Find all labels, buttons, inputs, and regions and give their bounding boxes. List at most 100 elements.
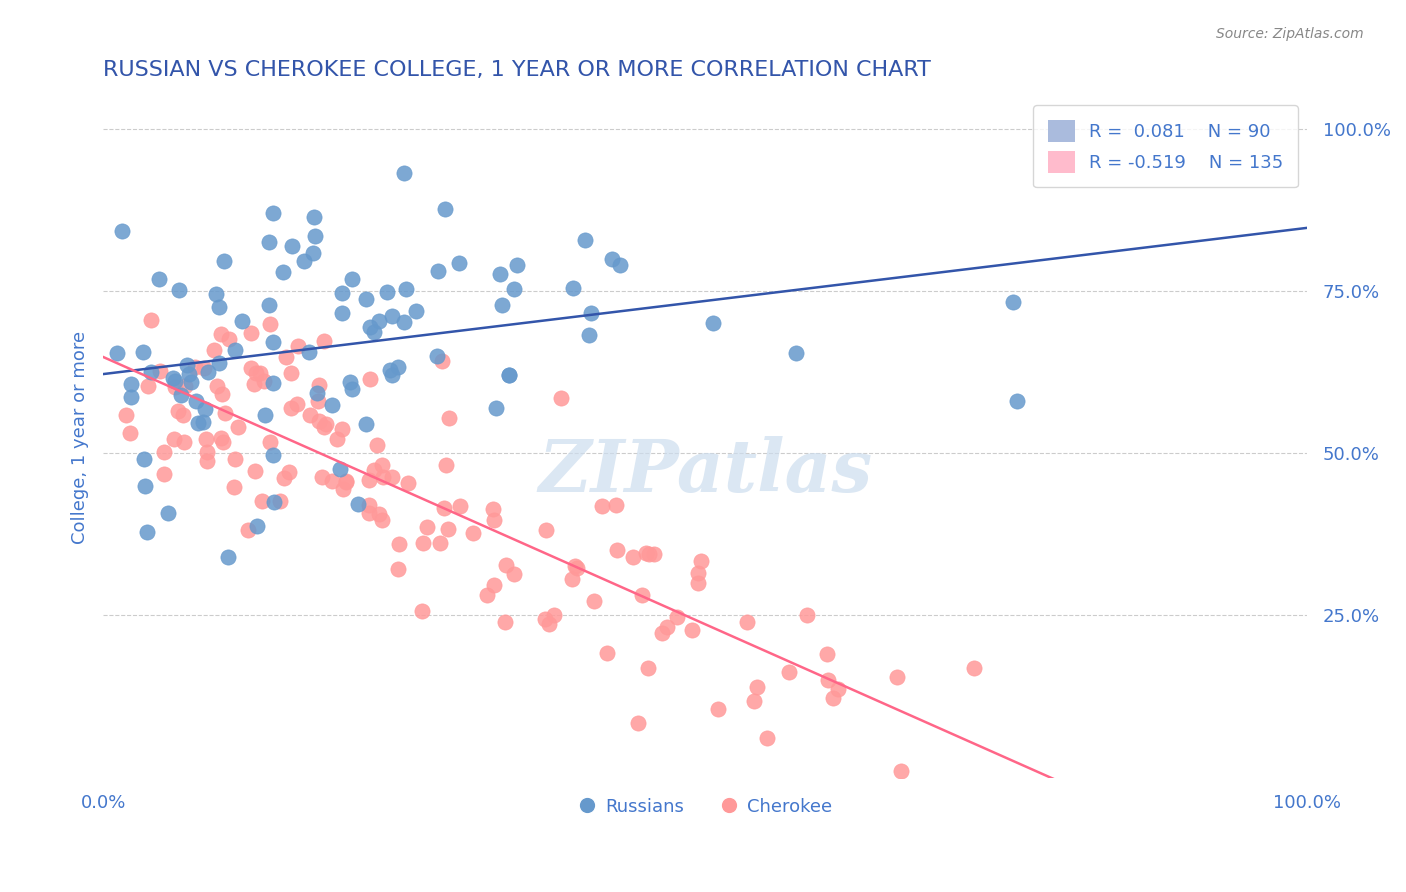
Point — [707, 702, 730, 716]
Point — [637, 660, 659, 674]
Point — [340, 271, 363, 285]
Point — [162, 371, 184, 385]
Point — [212, 435, 235, 450]
Point — [177, 367, 200, 381]
Point — [686, 575, 709, 590]
Point — [311, 470, 333, 484]
Point — [785, 345, 807, 359]
Point — [240, 326, 263, 341]
Point — [439, 411, 461, 425]
Point — [357, 506, 380, 520]
Point — [405, 304, 427, 318]
Point — [224, 480, 246, 494]
Point — [214, 406, 236, 420]
Point — [167, 284, 190, 298]
Point — [582, 594, 605, 608]
Point — [735, 615, 758, 629]
Point — [655, 620, 678, 634]
Point — [502, 282, 524, 296]
Point — [564, 558, 586, 573]
Point — [246, 519, 269, 533]
Legend: Russians, Cherokee: Russians, Cherokee — [571, 790, 839, 823]
Point — [305, 386, 328, 401]
Point — [224, 452, 246, 467]
Point — [1002, 294, 1025, 309]
Point — [243, 376, 266, 391]
Point — [105, 346, 128, 360]
Point — [595, 646, 617, 660]
Point — [433, 501, 456, 516]
Point — [416, 520, 439, 534]
Point — [217, 550, 239, 565]
Point — [392, 166, 415, 180]
Point — [449, 499, 471, 513]
Point — [606, 543, 628, 558]
Point — [195, 454, 218, 468]
Point — [567, 560, 589, 574]
Point — [187, 417, 209, 431]
Point — [207, 300, 229, 314]
Point — [298, 345, 321, 359]
Point — [134, 479, 156, 493]
Point — [359, 372, 381, 386]
Point — [342, 382, 364, 396]
Point — [963, 661, 986, 675]
Point — [205, 379, 228, 393]
Point — [686, 566, 709, 581]
Point — [363, 325, 385, 339]
Point — [321, 475, 343, 489]
Point — [335, 475, 357, 489]
Point — [312, 334, 335, 348]
Point — [463, 526, 485, 541]
Point — [330, 422, 353, 436]
Point — [259, 435, 281, 450]
Point — [387, 359, 409, 374]
Point — [498, 368, 520, 383]
Point — [315, 417, 337, 432]
Point — [495, 558, 517, 572]
Point — [186, 393, 208, 408]
Point — [212, 254, 235, 268]
Point — [228, 420, 250, 434]
Point — [263, 376, 285, 391]
Point — [197, 444, 219, 458]
Point — [208, 356, 231, 370]
Point — [193, 361, 215, 376]
Point — [591, 499, 613, 513]
Point — [141, 365, 163, 379]
Point — [533, 612, 555, 626]
Point — [1005, 394, 1028, 409]
Point — [373, 470, 395, 484]
Point — [173, 378, 195, 392]
Point — [292, 253, 315, 268]
Point — [381, 309, 404, 323]
Text: RUSSIAN VS CHEROKEE COLLEGE, 1 YEAR OR MORE CORRELATION CHART: RUSSIAN VS CHEROKEE COLLEGE, 1 YEAR OR M… — [103, 60, 931, 79]
Point — [330, 305, 353, 319]
Point — [449, 255, 471, 269]
Point — [411, 604, 433, 618]
Point — [249, 366, 271, 380]
Point — [886, 670, 908, 684]
Point — [115, 408, 138, 422]
Point — [253, 408, 276, 422]
Point — [815, 647, 838, 661]
Point — [778, 665, 800, 679]
Point — [651, 625, 673, 640]
Point — [817, 673, 839, 687]
Point — [354, 417, 377, 431]
Point — [432, 353, 454, 368]
Point — [153, 444, 176, 458]
Point — [173, 434, 195, 449]
Point — [332, 286, 354, 301]
Point — [308, 414, 330, 428]
Point — [139, 313, 162, 327]
Point — [578, 327, 600, 342]
Point — [681, 623, 703, 637]
Point — [702, 316, 724, 330]
Point — [502, 567, 524, 582]
Point — [579, 306, 602, 320]
Point — [176, 358, 198, 372]
Point — [167, 404, 190, 418]
Point — [195, 432, 218, 446]
Point — [269, 493, 291, 508]
